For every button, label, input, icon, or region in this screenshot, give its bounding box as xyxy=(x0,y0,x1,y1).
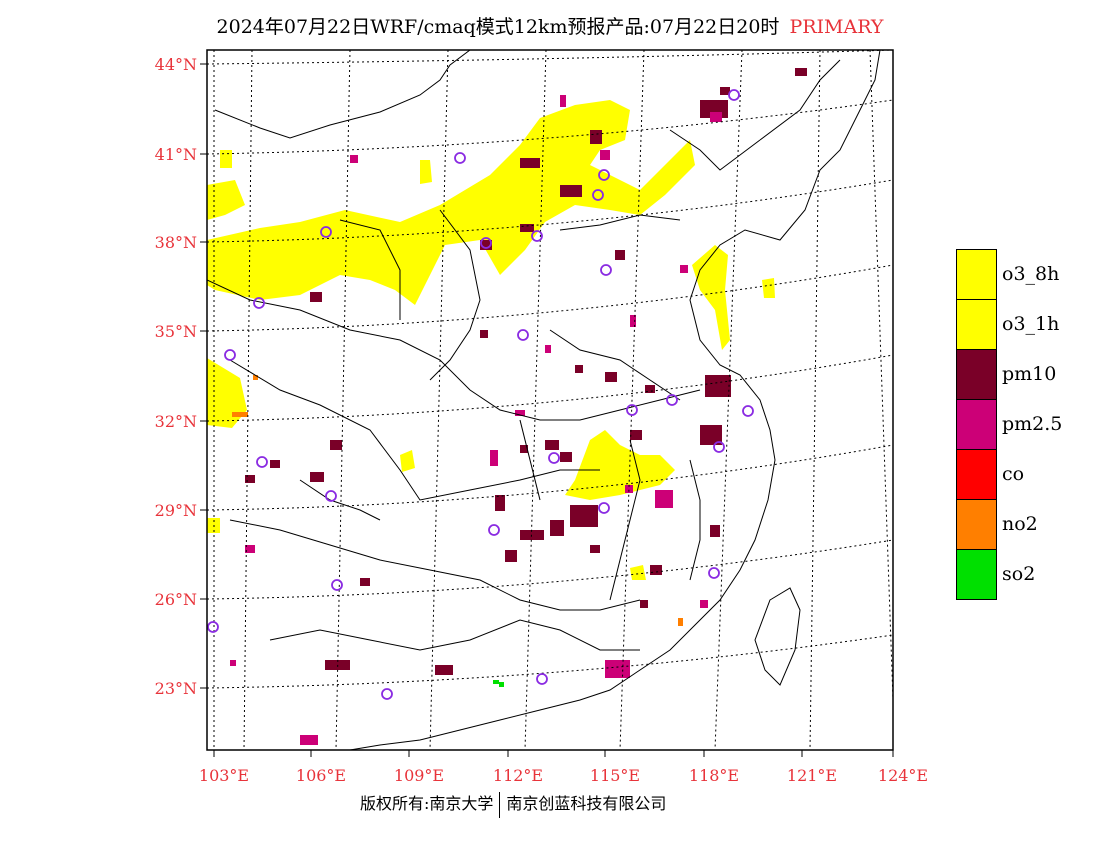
copyright-right: 南京创蓝科技有限公司 xyxy=(506,794,667,813)
pm10-areas xyxy=(245,68,807,675)
axis-ticks xyxy=(200,63,894,757)
no2-areas xyxy=(232,375,683,626)
lon-label: 118°E xyxy=(688,766,740,785)
legend-label: so2 xyxy=(1002,563,1036,585)
legend-swatch xyxy=(956,299,997,350)
o3-areas xyxy=(207,100,775,580)
lon-label: 109°E xyxy=(393,766,445,785)
lon-label: 121°E xyxy=(786,766,838,785)
map-title: 2024年07月22日WRF/cmaq模式12km预报产品:07月22日20时 P… xyxy=(0,12,1100,39)
lon-label: 106°E xyxy=(295,766,347,785)
legend-label: pm2.5 xyxy=(1002,413,1063,435)
lon-label: 115°E xyxy=(589,766,641,785)
legend-swatch xyxy=(956,249,997,300)
footer-divider xyxy=(499,791,501,818)
lat-label: 29°N xyxy=(154,501,197,520)
legend-swatch xyxy=(956,499,997,550)
lat-label: 26°N xyxy=(154,590,197,609)
boundaries xyxy=(207,50,881,750)
copyright-footer: 版权所有:南京大学 南京创蓝科技有限公司 xyxy=(360,790,666,818)
copyright-left: 版权所有:南京大学 xyxy=(360,794,494,813)
lat-label: 44°N xyxy=(154,55,197,74)
legend-label: o3_8h xyxy=(1002,263,1060,285)
title-text: 2024年07月22日WRF/cmaq模式12km预报产品:07月22日20时 xyxy=(216,16,780,38)
lat-label: 38°N xyxy=(154,233,197,252)
legend-swatch xyxy=(956,449,997,500)
lat-label: 41°N xyxy=(154,145,197,164)
title-tag: PRIMARY xyxy=(789,16,884,38)
pm25-areas xyxy=(230,95,722,745)
legend-label: co xyxy=(1002,463,1025,485)
legend-label: o3_1h xyxy=(1002,313,1060,335)
legend-swatch xyxy=(956,399,997,450)
lon-label: 124°E xyxy=(877,766,929,785)
so2-areas xyxy=(493,680,504,687)
station-markers xyxy=(207,89,754,700)
lat-label: 35°N xyxy=(154,322,197,341)
legend-swatch xyxy=(956,549,997,600)
lat-label: 23°N xyxy=(154,679,197,698)
lon-label: 112°E xyxy=(492,766,544,785)
lon-label: 103°E xyxy=(198,766,250,785)
map-frame xyxy=(206,49,894,751)
legend-label: pm10 xyxy=(1002,363,1057,385)
lat-label: 32°N xyxy=(154,412,197,431)
legend-swatch xyxy=(956,349,997,400)
legend-label: no2 xyxy=(1002,513,1038,535)
graticule xyxy=(207,50,893,750)
